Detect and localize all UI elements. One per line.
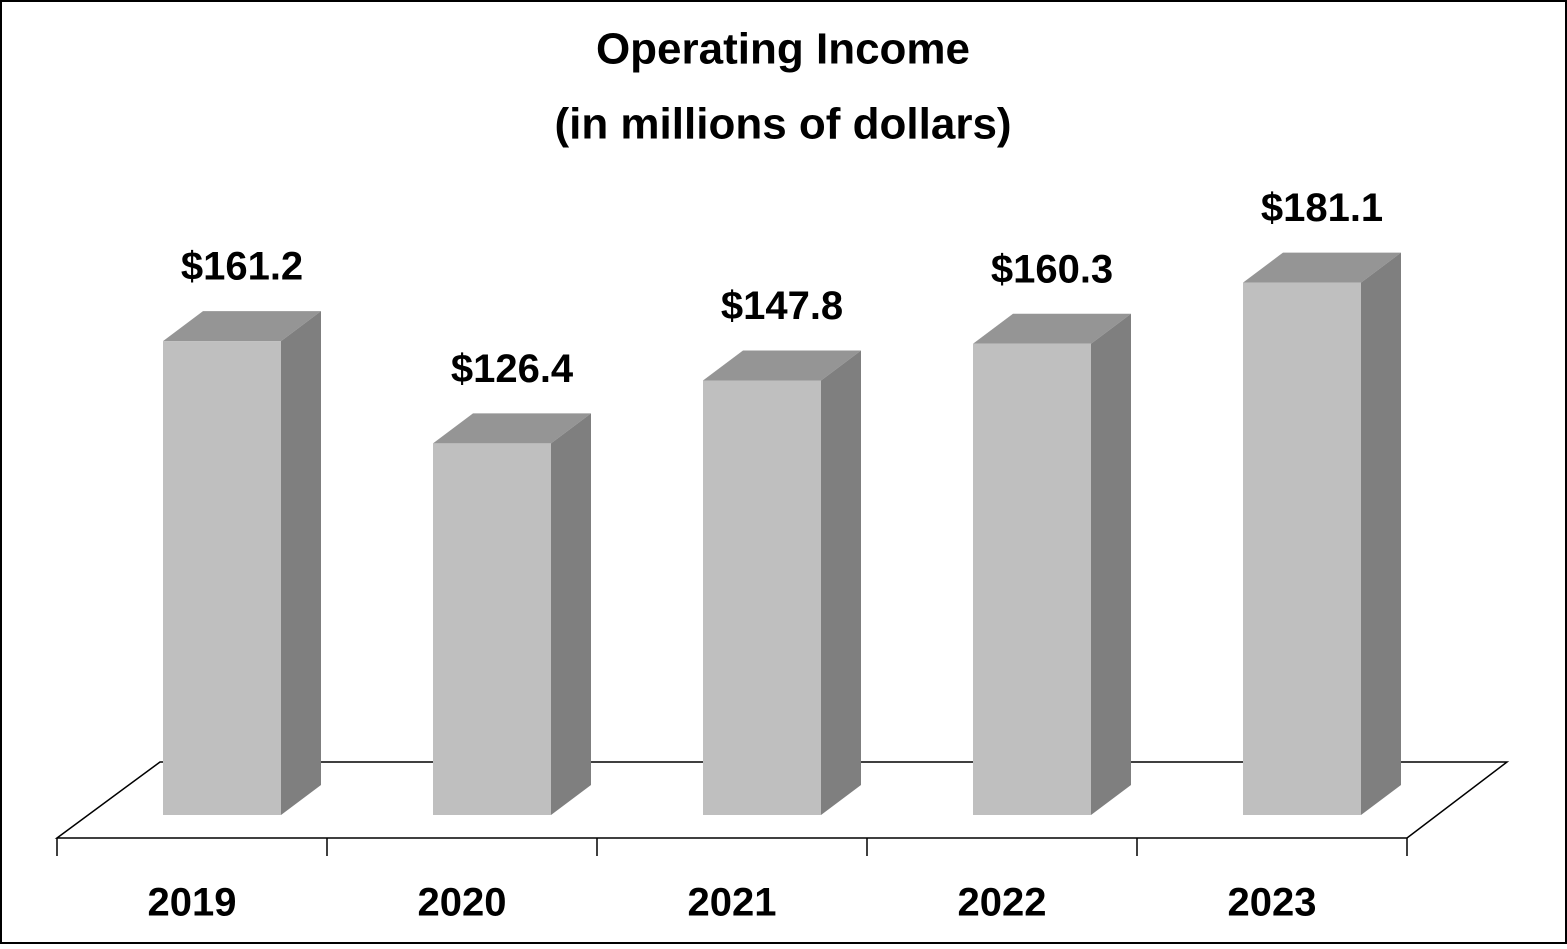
bar-side xyxy=(821,350,861,815)
bar xyxy=(433,443,551,815)
bar-side xyxy=(1361,252,1401,816)
x-tick-label: 2020 xyxy=(418,881,507,925)
bar-top xyxy=(973,313,1131,344)
bar xyxy=(973,343,1091,815)
x-tick-label: 2022 xyxy=(958,881,1047,925)
bar-side xyxy=(551,413,591,815)
bar-side xyxy=(1091,313,1131,815)
bar-top xyxy=(433,413,591,444)
x-tick-label: 2019 xyxy=(148,881,237,925)
value-label: $161.2 xyxy=(181,245,303,289)
bar-side xyxy=(281,311,321,815)
value-label: $181.1 xyxy=(1261,186,1383,230)
value-label: $147.8 xyxy=(721,284,843,328)
bar xyxy=(163,341,281,815)
bar-top xyxy=(1243,252,1401,283)
bar-top xyxy=(703,350,861,381)
value-label: $126.4 xyxy=(451,347,574,391)
bar-top xyxy=(163,311,321,342)
x-tick-label: 2023 xyxy=(1228,881,1317,925)
bar xyxy=(703,380,821,815)
chart-title: Operating Income xyxy=(596,25,970,74)
value-label: $160.3 xyxy=(991,247,1113,291)
x-tick-label: 2021 xyxy=(688,881,777,925)
chart-subtitle: (in millions of dollars) xyxy=(554,100,1011,149)
bar xyxy=(1243,282,1361,815)
